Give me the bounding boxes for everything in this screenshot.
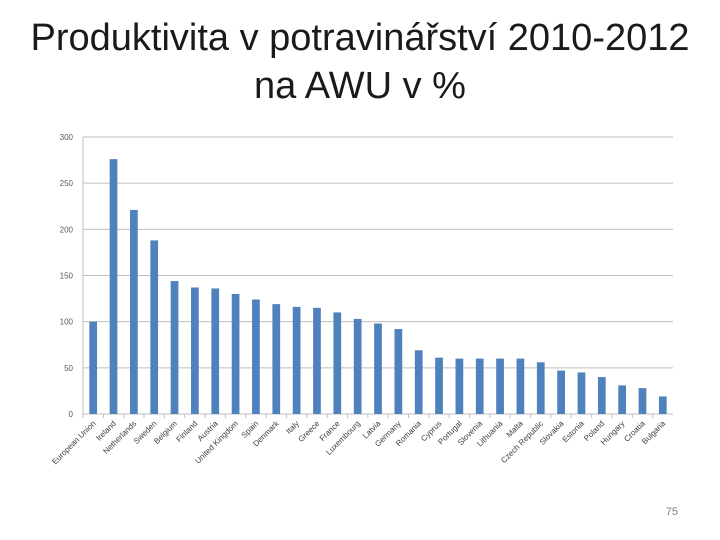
bar — [658, 396, 667, 414]
bar — [292, 306, 301, 414]
bar — [333, 312, 342, 414]
bar — [557, 370, 565, 414]
y-tick-labels: 0 50 100 150 200 250 300 — [60, 133, 74, 419]
y-tick-label: 50 — [64, 364, 73, 373]
bar — [577, 372, 586, 414]
bar — [272, 304, 281, 414]
bar — [129, 209, 138, 414]
x-tick-label: Greece — [296, 419, 321, 444]
bar — [170, 281, 179, 414]
bar — [475, 358, 484, 414]
bar — [211, 288, 220, 414]
bar — [191, 287, 199, 414]
y-tick-label: 250 — [60, 179, 74, 188]
x-tick-label: Finland — [174, 419, 199, 444]
bar — [109, 159, 118, 414]
x-tick-labels: European UnionIrelandNetherlandsSwedenBe… — [50, 418, 667, 466]
bar — [353, 318, 362, 414]
x-tick-label: European Union — [50, 419, 97, 466]
bar — [638, 388, 647, 414]
x-tick-label: Estonia — [561, 419, 587, 445]
bar — [394, 329, 403, 414]
y-tick-label: 100 — [60, 318, 74, 327]
bar — [516, 358, 525, 414]
bar — [496, 358, 504, 414]
bar — [374, 323, 382, 414]
y-tick-label: 150 — [60, 272, 74, 281]
y-tick-label: 200 — [60, 225, 74, 234]
bar — [231, 293, 240, 414]
bar — [414, 350, 423, 414]
y-tick-label: 300 — [60, 133, 74, 142]
bar — [150, 240, 159, 414]
bar — [536, 362, 545, 414]
page-number: 75 — [665, 506, 678, 518]
bars — [89, 159, 667, 414]
bar — [252, 299, 260, 414]
y-tick-label: 0 — [69, 410, 74, 419]
slide-title: Produktivita v potravinářství 2010-2012 … — [30, 17, 690, 107]
bar — [313, 307, 321, 414]
bar — [618, 385, 627, 414]
bar — [435, 357, 443, 414]
x-tick-label: Belgium — [152, 419, 179, 446]
bar — [89, 321, 98, 414]
bar — [455, 358, 464, 414]
bar — [597, 377, 606, 414]
x-tick-label: Italy — [284, 419, 301, 436]
